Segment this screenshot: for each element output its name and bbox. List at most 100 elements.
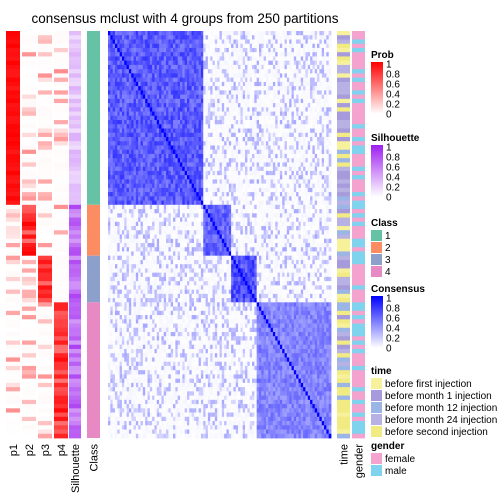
consensus-cell <box>277 69 281 74</box>
consensus-cell <box>312 64 316 70</box>
consensus-cell <box>224 192 227 197</box>
consensus-cell <box>114 187 118 193</box>
consensus-cell <box>189 162 193 168</box>
consensus-cell <box>135 200 139 206</box>
consensus-cell <box>221 60 225 66</box>
consensus-cell <box>319 132 323 138</box>
consensus-cell <box>256 35 260 40</box>
consensus-cell <box>182 221 186 227</box>
consensus-cell <box>247 196 251 201</box>
consensus-cell <box>296 158 299 163</box>
consensus-cell <box>117 52 121 57</box>
consensus-cell <box>161 136 165 142</box>
consensus-cell <box>296 111 299 117</box>
consensus-cell <box>310 221 313 227</box>
consensus-cell <box>168 213 172 218</box>
consensus-cell <box>138 221 141 227</box>
consensus-cell <box>159 209 162 214</box>
consensus-cell <box>154 120 158 125</box>
consensus-cell <box>307 77 311 83</box>
prob-cell <box>54 209 68 214</box>
consensus-cell <box>272 107 276 112</box>
consensus-cell <box>231 196 234 201</box>
consensus-cell <box>256 192 260 197</box>
consensus-cell <box>249 73 253 79</box>
consensus-cell <box>149 73 153 79</box>
consensus-cell <box>245 132 248 138</box>
consensus-cell <box>305 158 309 163</box>
consensus-cell <box>161 204 165 210</box>
consensus-cell <box>173 86 176 91</box>
silhouette-cell <box>69 238 81 244</box>
consensus-cell <box>191 120 195 125</box>
consensus-cell <box>205 111 209 117</box>
consensus-cell <box>242 183 246 189</box>
consensus-cell <box>173 175 176 180</box>
consensus-cell <box>131 111 134 117</box>
consensus-cell <box>119 149 123 155</box>
consensus-cell <box>154 103 158 108</box>
consensus-cell <box>268 183 271 189</box>
consensus-cell <box>247 69 251 74</box>
consensus-cell <box>149 183 153 189</box>
consensus-cell <box>154 52 158 57</box>
consensus-cell <box>119 175 123 180</box>
consensus-cell <box>152 158 155 163</box>
consensus-cell <box>210 217 213 223</box>
consensus-cell <box>108 90 111 95</box>
consensus-cell <box>321 217 325 223</box>
prob-cell <box>6 52 20 57</box>
consensus-cell <box>133 43 137 49</box>
consensus-cell <box>182 124 186 129</box>
consensus-cell <box>193 124 197 129</box>
consensus-cell <box>284 60 288 66</box>
consensus-cell <box>156 183 160 189</box>
consensus-cell <box>114 107 118 112</box>
consensus-cell <box>135 153 139 159</box>
consensus-cell <box>240 145 244 151</box>
consensus-cell <box>182 111 186 117</box>
consensus-cell <box>277 73 281 79</box>
consensus-cell <box>310 179 313 185</box>
consensus-cell <box>161 128 165 134</box>
prob-cell <box>6 404 20 409</box>
consensus-cell <box>145 145 148 151</box>
consensus-cell <box>121 90 125 95</box>
consensus-cell <box>108 213 111 218</box>
prob-cell <box>6 128 20 134</box>
consensus-cell <box>159 43 162 49</box>
consensus-cell <box>305 120 309 125</box>
consensus-cell <box>198 170 202 176</box>
consensus-cell <box>193 204 197 210</box>
consensus-cell <box>149 149 153 155</box>
consensus-cell <box>205 56 209 62</box>
consensus-cell <box>147 124 151 129</box>
consensus-cell <box>258 153 262 159</box>
consensus-cell <box>314 77 318 83</box>
consensus-cell <box>108 158 111 163</box>
consensus-cell <box>252 158 255 163</box>
consensus-cell <box>303 35 306 40</box>
consensus-cell <box>282 43 285 49</box>
consensus-cell <box>307 204 311 210</box>
consensus-cell <box>235 120 239 125</box>
consensus-cell <box>112 81 116 87</box>
consensus-cell <box>182 77 186 83</box>
consensus-cell <box>138 217 141 223</box>
prob-cell <box>22 344 36 350</box>
consensus-cell <box>205 81 209 87</box>
consensus-cell <box>212 175 216 180</box>
consensus-cell <box>207 69 211 74</box>
consensus-cell <box>186 52 190 57</box>
prob-cell <box>38 268 52 274</box>
prob-cell <box>54 353 68 358</box>
consensus-cell <box>156 145 160 151</box>
consensus-cell <box>173 31 176 36</box>
consensus-cell <box>184 31 188 36</box>
consensus-cell <box>324 132 327 138</box>
consensus-cell <box>193 73 197 79</box>
consensus-cell <box>270 60 274 66</box>
consensus-cell <box>263 226 267 231</box>
consensus-cell <box>238 120 241 125</box>
consensus-cell <box>117 107 121 112</box>
